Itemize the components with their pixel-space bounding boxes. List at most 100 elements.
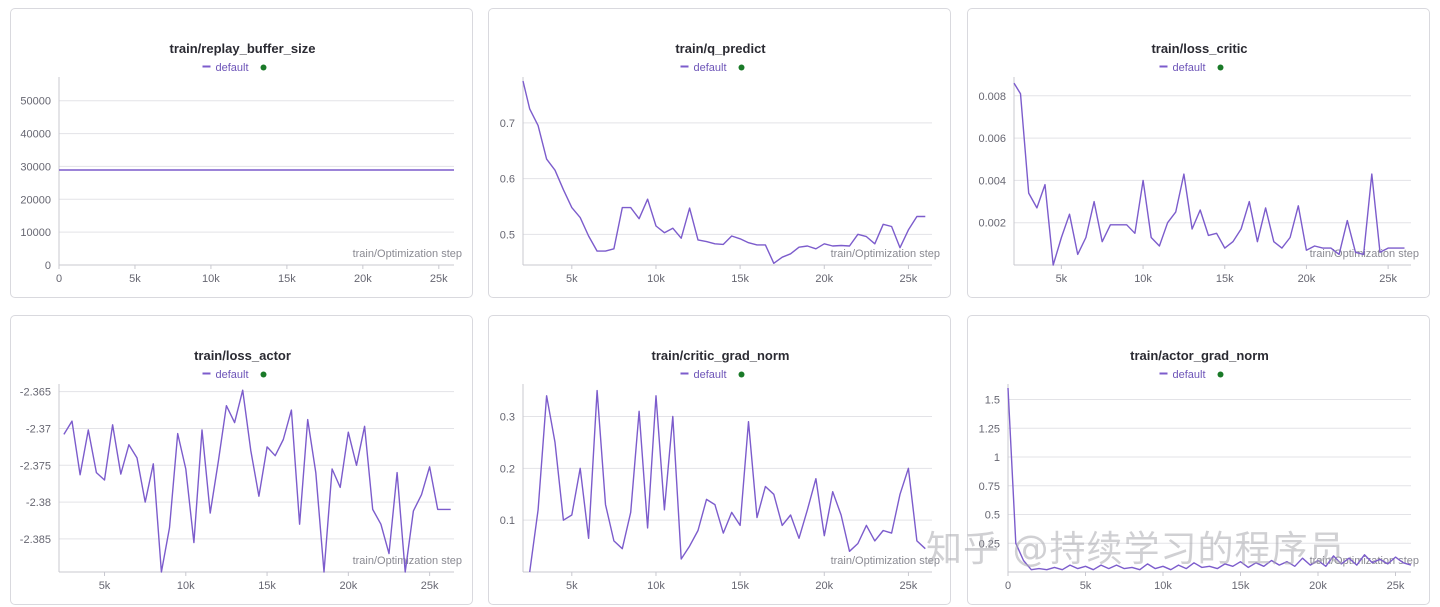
y-tick-label: 10000 <box>20 227 51 239</box>
y-tick-label: 1 <box>994 452 1000 464</box>
x-tick-label: 15k <box>278 273 296 285</box>
x-tick-label: 10k <box>177 580 195 592</box>
y-tick-label: 0.25 <box>979 538 1000 550</box>
x-axis-label: train/Optimization step <box>353 248 462 260</box>
x-tick-label: 5k <box>99 580 111 592</box>
chart-panel-actor-grad-norm: train/actor_grad_norm default 0.25 0.5 0.75 1… <box>967 315 1430 605</box>
x-tick-label: 20k <box>354 273 372 285</box>
y-tick-label: 0.2 <box>500 463 515 475</box>
y-tick-label: 1.5 <box>985 395 1000 407</box>
x-tick-label: 20k <box>815 580 833 592</box>
y-tick-label: 20000 <box>20 194 51 206</box>
x-tick-label: 20k <box>339 580 357 592</box>
legend-status-dot <box>738 371 745 378</box>
y-tick-label: -2.37 <box>26 423 51 435</box>
legend-status-dot <box>260 371 267 378</box>
x-tick-label: 25k <box>430 273 448 285</box>
chart-title: train/replay_buffer_size <box>170 41 316 56</box>
y-tick-label: 0.006 <box>978 133 1006 145</box>
x-axis-label: train/Optimization step <box>831 555 940 567</box>
x-axis-label: train/Optimization step <box>1310 555 1419 567</box>
y-tick-label: 0.5 <box>500 229 515 241</box>
y-tick-label: 0.1 <box>500 515 515 527</box>
legend: default <box>680 369 745 381</box>
x-tick-label: 5k <box>566 273 578 285</box>
chart-title: train/actor_grad_norm <box>1130 348 1269 363</box>
x-tick-label: 25k <box>900 580 918 592</box>
x-tick-label: 0 <box>1005 580 1011 592</box>
x-tick-label: 15k <box>731 580 749 592</box>
legend-status-dot <box>1217 64 1224 71</box>
y-tick-label: 0.008 <box>978 91 1006 103</box>
legend: default <box>1159 369 1224 381</box>
y-tick-label: 0 <box>45 260 51 272</box>
series-line <box>1013 82 1405 266</box>
x-tick-label: 20k <box>1309 580 1327 592</box>
y-tick-label: 0.6 <box>500 174 515 186</box>
x-tick-label: 5k <box>1056 273 1068 285</box>
chart-title: train/loss_actor <box>194 348 291 363</box>
y-tick-label: -2.385 <box>20 534 51 546</box>
chart-title: train/critic_grad_norm <box>652 348 790 363</box>
x-tick-label: 15k <box>258 580 276 592</box>
x-tick-label: 25k <box>421 580 439 592</box>
y-tick-label: 40000 <box>20 129 51 141</box>
legend: default <box>202 369 267 381</box>
series-line <box>1007 387 1412 571</box>
y-tick-label: -2.375 <box>20 460 51 472</box>
chart-title: train/loss_critic <box>1151 41 1247 56</box>
legend-status-dot <box>260 64 267 71</box>
legend-label: default <box>1173 62 1206 74</box>
y-tick-label: 0.5 <box>985 510 1000 522</box>
x-axis-label: train/Optimization step <box>831 248 940 260</box>
x-tick-label: 20k <box>815 273 833 285</box>
x-tick-label: 10k <box>202 273 220 285</box>
x-tick-label: 5k <box>566 580 578 592</box>
legend-label: default <box>1173 369 1206 381</box>
y-tick-label: 1.25 <box>979 423 1000 435</box>
series-line <box>63 389 451 573</box>
y-tick-label: -2.365 <box>20 387 51 399</box>
x-tick-label: 5k <box>129 273 141 285</box>
x-tick-label: 10k <box>1134 273 1152 285</box>
x-tick-label: 15k <box>731 273 749 285</box>
x-tick-label: 0 <box>56 273 62 285</box>
x-tick-label: 25k <box>900 273 918 285</box>
x-tick-label: 25k <box>1379 273 1397 285</box>
legend-status-dot <box>1217 371 1224 378</box>
x-tick-label: 15k <box>1216 273 1234 285</box>
y-tick-label: 0.002 <box>978 218 1006 230</box>
chart-loss-actor: train/loss_actordefault-2.385-2.38-2.375… <box>20 348 462 592</box>
legend-label: default <box>694 62 727 74</box>
series-line <box>529 389 926 573</box>
legend-status-dot <box>738 64 745 71</box>
x-tick-label: 10k <box>1154 580 1172 592</box>
y-tick-label: 0.7 <box>500 118 515 130</box>
legend-label: default <box>216 62 249 74</box>
series-line <box>522 80 926 265</box>
legend: default <box>202 62 267 74</box>
x-tick-label: 5k <box>1080 580 1092 592</box>
y-tick-label: 0.3 <box>500 412 515 424</box>
x-tick-label: 25k <box>1387 580 1405 592</box>
y-tick-label: -2.38 <box>26 497 51 509</box>
y-tick-label: 30000 <box>20 161 51 173</box>
legend-label: default <box>694 369 727 381</box>
x-tick-label: 20k <box>1298 273 1316 285</box>
x-tick-label: 15k <box>1232 580 1250 592</box>
chart-title: train/q_predict <box>675 41 766 56</box>
legend: default <box>1159 62 1224 74</box>
x-tick-label: 10k <box>647 273 665 285</box>
legend: default <box>680 62 745 74</box>
y-tick-label: 0.004 <box>978 175 1006 187</box>
chart-panel-loss-actor: train/loss_actor default -2.385 -2.38 -2.375… <box>10 315 473 605</box>
